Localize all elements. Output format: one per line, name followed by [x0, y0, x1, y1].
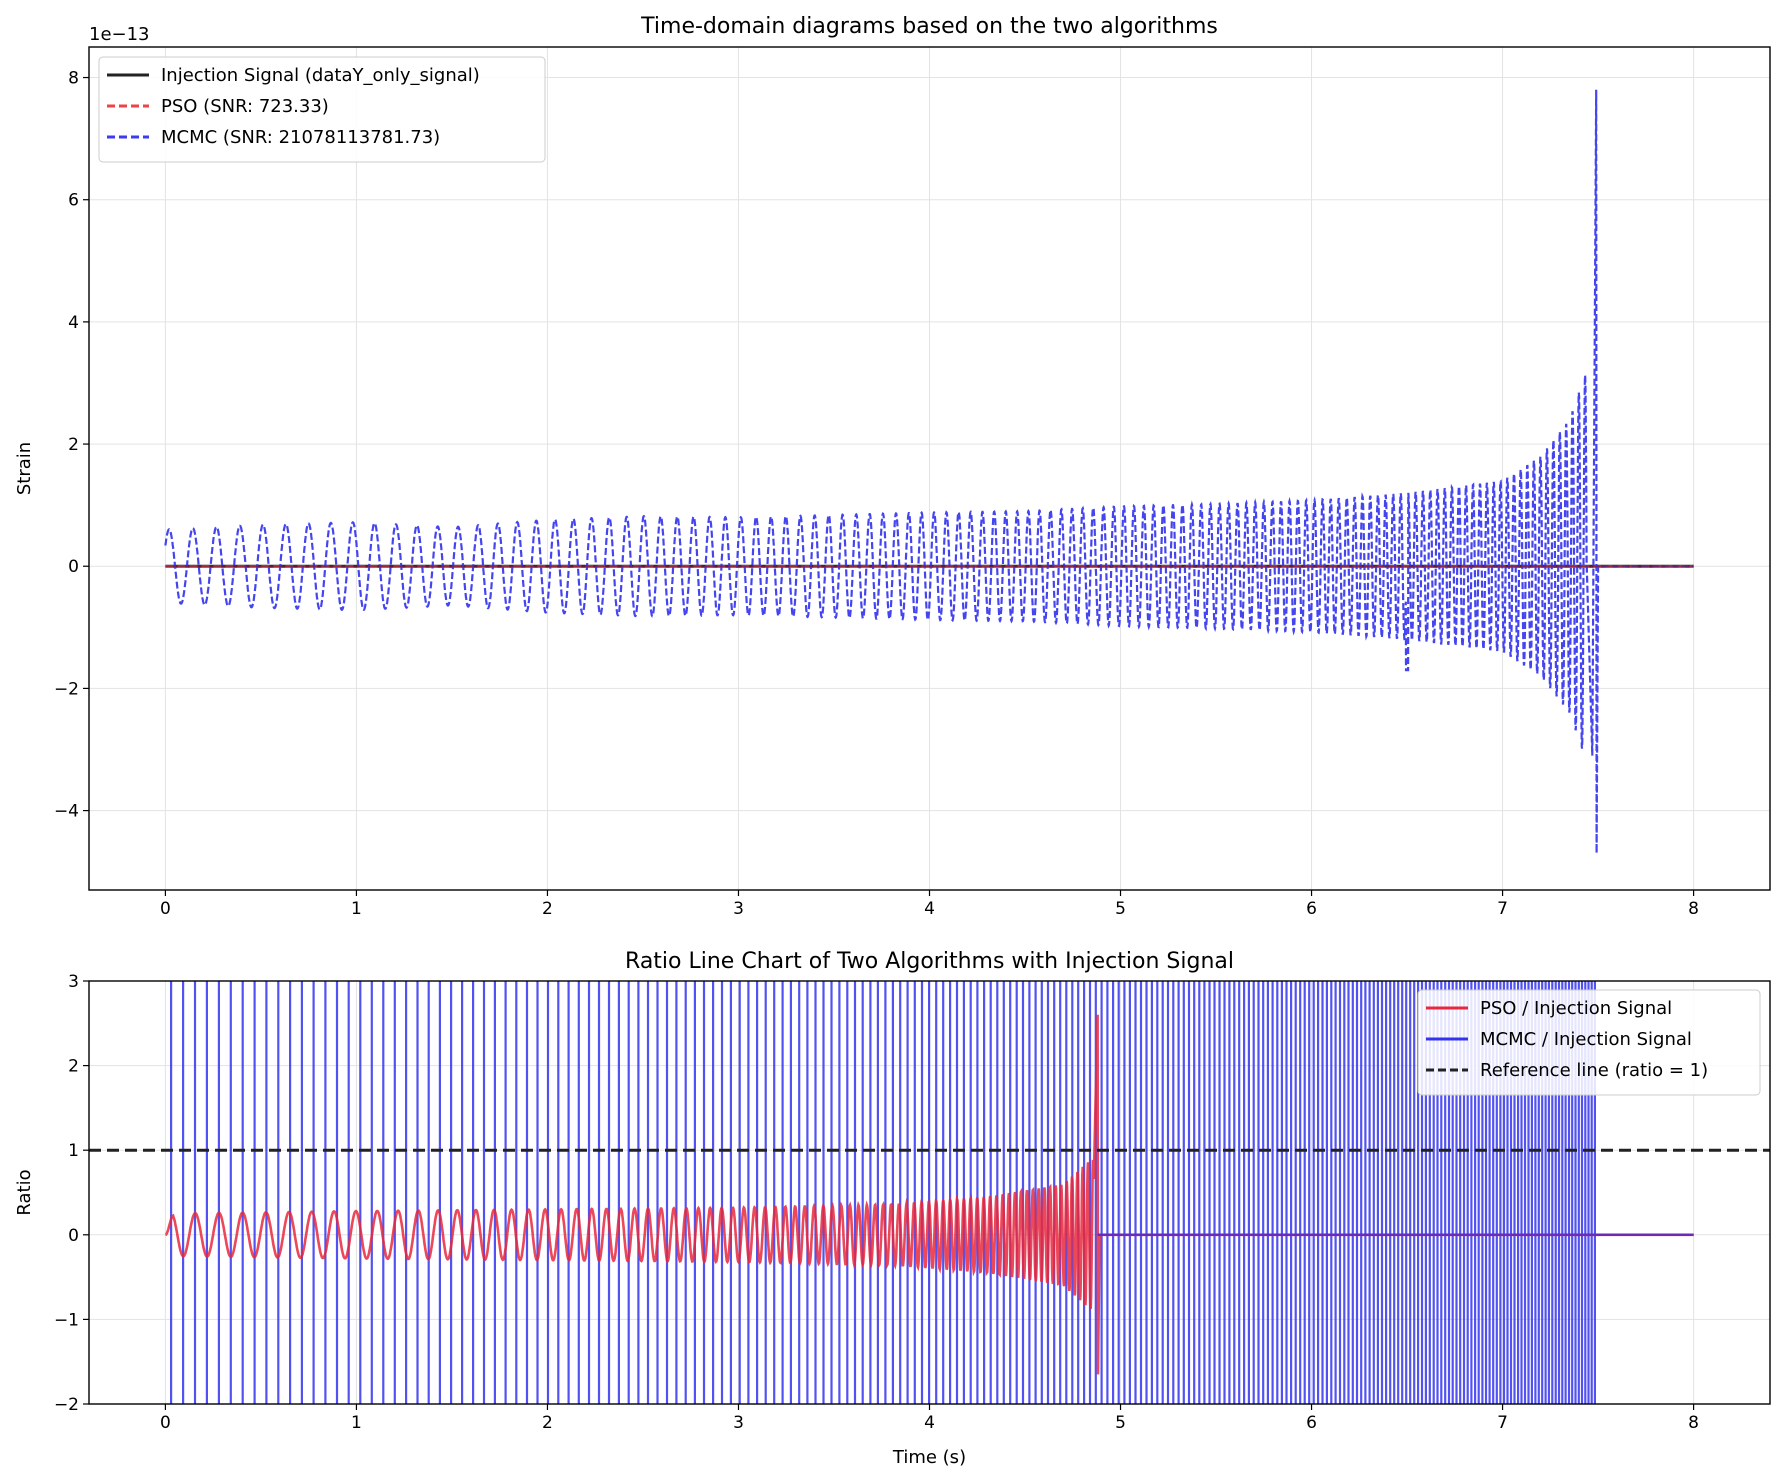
bottom-x-tick-label: 0: [160, 1413, 171, 1433]
top-y-tick-label: 0: [68, 557, 79, 577]
bottom-y-tick-label: 1: [68, 1141, 79, 1161]
bottom-ticks: 0 1 2 3 4 5 6 7 8 −2 −1 0 1 2 3: [54, 972, 1699, 1433]
bottom-x-tick-label: 6: [1306, 1413, 1317, 1433]
bottom-x-tick-label: 5: [1115, 1413, 1126, 1433]
top-y-tick-label: 6: [68, 191, 79, 211]
top-x-tick-label: 2: [542, 899, 553, 919]
top-ticks: 0 1 2 3 4 5 6 7 8 −4 −2 0 2 4 6 8: [54, 69, 1699, 919]
bottom-legend-label: MCMC / Injection Signal: [1480, 1029, 1692, 1050]
top-legend-label: Injection Signal (dataY_only_signal): [161, 65, 480, 86]
pso-ratio-line: [165, 1014, 1694, 1375]
bottom-legend-label: Reference line (ratio = 1): [1480, 1060, 1708, 1081]
top-y-tick-label: 2: [68, 435, 79, 455]
top-y-tick-label: −4: [54, 802, 79, 822]
bottom-y-tick-label: −2: [54, 1395, 79, 1415]
top-x-tick-label: 7: [1497, 899, 1508, 919]
bottom-x-tick-label: 1: [351, 1413, 362, 1433]
bottom-plot-area: [89, 981, 1770, 1404]
bottom-y-tick-label: −1: [54, 1310, 79, 1330]
offset-label: 1e−13: [89, 24, 150, 45]
time-domain-title: Time-domain diagrams based on the two al…: [640, 14, 1218, 39]
top-x-tick-label: 0: [160, 899, 171, 919]
bottom-x-tick-label: 3: [733, 1413, 744, 1433]
top-y-tick-label: 4: [68, 313, 79, 333]
top-x-tick-label: 3: [733, 899, 744, 919]
bottom-legend: PSO / Injection Signal MCMC / Injection S…: [1417, 989, 1761, 1096]
bottom-x-tick-label: 8: [1688, 1413, 1699, 1433]
bottom-x-tick-label: 4: [924, 1413, 935, 1433]
mcmc-line: [164, 89, 1694, 854]
top-legend: Injection Signal (dataY_only_signal) PSO …: [98, 56, 546, 163]
top-x-tick-label: 5: [1115, 899, 1126, 919]
ratio-axis-label: Ratio: [14, 1169, 35, 1215]
bottom-legend-box: [1417, 989, 1761, 1096]
top-legend-box: [98, 56, 546, 163]
top-legend-label: MCMC (SNR: 21078113781.73): [161, 127, 440, 148]
top-x-tick-label: 4: [924, 899, 935, 919]
top-legend-label: PSO (SNR: 723.33): [161, 96, 329, 117]
mcmc-ratio-series: [170, 981, 1597, 1404]
bottom-y-tick-label: 0: [68, 1226, 79, 1246]
bottom-x-tick-label: 2: [542, 1413, 553, 1433]
strain-axis-label: Strain: [14, 442, 35, 495]
top-x-tick-label: 8: [1688, 899, 1699, 919]
ratio-title: Ratio Line Chart of Two Algorithms with …: [625, 949, 1234, 974]
ratio-panel: Ratio Line Chart of Two Algorithms with …: [14, 949, 1771, 1468]
top-x-tick-label: 6: [1306, 899, 1317, 919]
time-axis-label: Time (s): [892, 1447, 966, 1468]
bottom-y-tick-label: 2: [68, 1057, 79, 1077]
bottom-x-tick-label: 7: [1497, 1413, 1508, 1433]
top-x-tick-label: 1: [351, 899, 362, 919]
top-plot-area: [164, 89, 1694, 854]
time-domain-panel: Time-domain diagrams based on the two al…: [14, 14, 1771, 919]
top-y-tick-label: −2: [54, 679, 79, 699]
bottom-y-tick-label: 3: [68, 972, 79, 992]
top-grid: [89, 47, 1770, 890]
top-y-tick-label: 8: [68, 69, 79, 89]
bottom-legend-label: PSO / Injection Signal: [1480, 998, 1672, 1019]
